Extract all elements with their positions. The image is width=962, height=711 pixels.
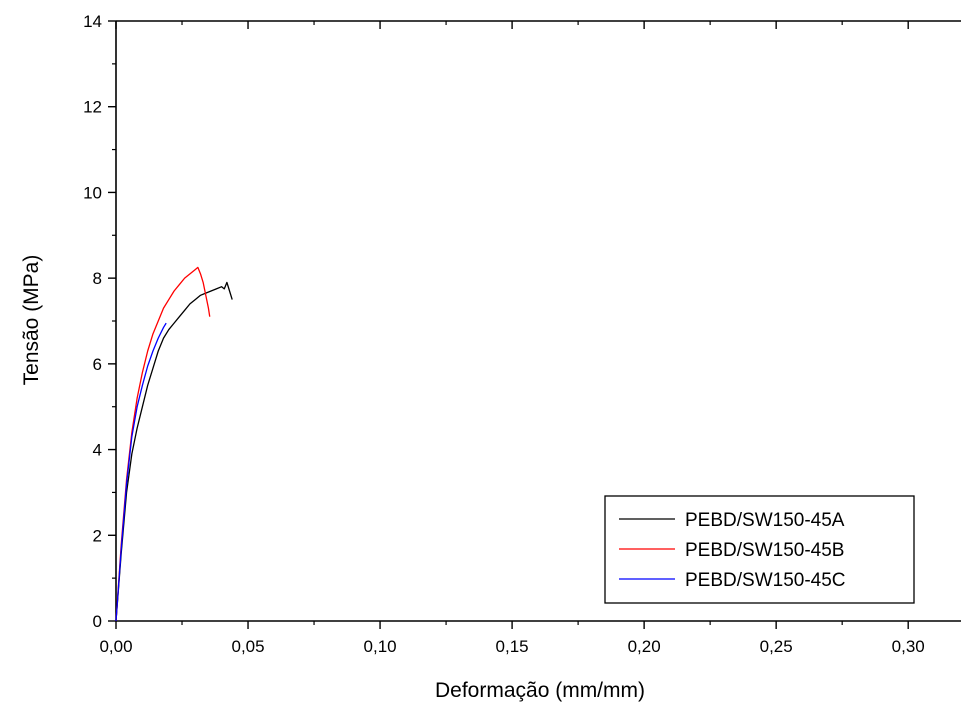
- x-axis-title: Deformação (mm/mm): [435, 679, 645, 702]
- legend-label: PEBD/SW150-45C: [685, 570, 846, 591]
- series-line-a: [115, 281, 233, 622]
- x-axis: 0,00 0,05 0,10 0,15 0,20 0,25 0,30: [99, 21, 925, 656]
- y-tick-label: 10: [83, 183, 102, 202]
- y-tick-label: 2: [93, 526, 102, 545]
- x-tick-label: 0,15: [496, 637, 529, 656]
- y-tick-label: 0: [93, 612, 102, 631]
- x-tick-label: 0,30: [892, 637, 925, 656]
- series-line-b: [115, 266, 211, 622]
- y-axis-title: Tensão (MPa): [20, 255, 43, 386]
- series-layer: [115, 266, 233, 622]
- x-tick-label: 0,10: [364, 637, 397, 656]
- series-line-c: [115, 322, 167, 622]
- y-tick-label: 8: [93, 269, 102, 288]
- x-tick-label: 0,05: [231, 637, 264, 656]
- y-tick-label: 12: [83, 98, 102, 117]
- x-tick-label: 0,20: [628, 637, 661, 656]
- legend-label: PEBD/SW150-45B: [685, 540, 844, 561]
- y-tick-label: 4: [93, 441, 102, 460]
- legend-label: PEBD/SW150-45A: [685, 510, 845, 531]
- legend: PEBD/SW150-45A PEBD/SW150-45B PEBD/SW150-4…: [604, 495, 915, 604]
- x-tick-label: 0,25: [760, 637, 793, 656]
- x-tick-label: 0,00: [99, 637, 132, 656]
- y-tick-label: 6: [93, 355, 102, 374]
- y-axis: 0 2 4 6 8 10 12 14: [83, 12, 116, 631]
- y-tick-label: 14: [83, 12, 102, 31]
